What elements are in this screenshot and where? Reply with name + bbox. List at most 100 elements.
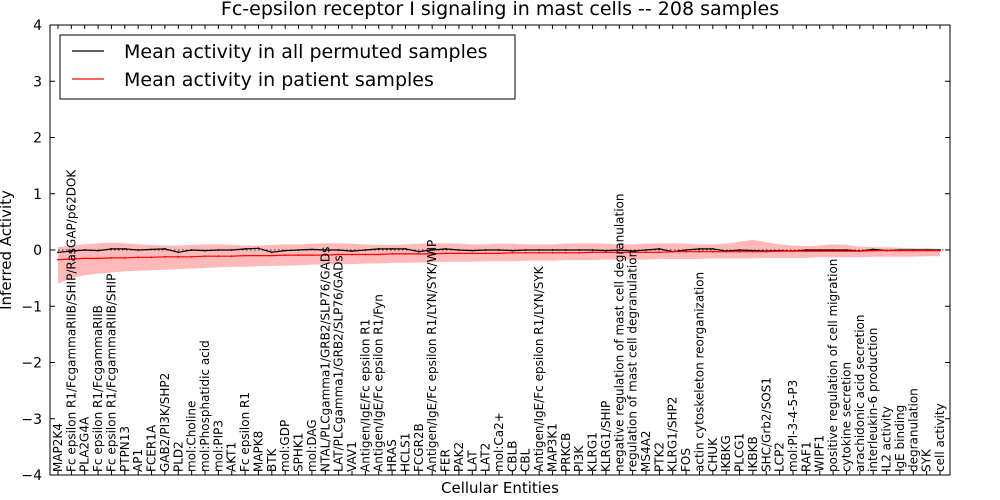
data-point-patient xyxy=(57,258,59,261)
x-category-label: Fc epsilon R1 xyxy=(238,392,252,472)
x-category-label: IKBKB xyxy=(746,436,760,472)
data-point-patient xyxy=(899,249,901,252)
x-category-label: mol:GDP xyxy=(278,420,292,472)
x-category-label: IL2 activity xyxy=(880,406,894,472)
data-point-permuted xyxy=(498,249,500,251)
data-point-patient xyxy=(431,253,434,255)
data-point-permuted xyxy=(417,250,420,253)
x-category-label: HCLS1 xyxy=(399,433,413,472)
data-point-permuted xyxy=(618,249,621,251)
x-category-label: FCER1A xyxy=(145,424,159,472)
data-point-patient xyxy=(618,251,621,254)
x-category-label: MS4A2 xyxy=(639,431,653,472)
x-category-label: IKBKG xyxy=(719,435,733,472)
x-category-label: FCGR2B xyxy=(412,423,426,472)
data-point-patient xyxy=(324,254,327,256)
x-category-label: LCP2 xyxy=(773,442,787,472)
x-category-label: VAV1 xyxy=(345,441,359,472)
x-category-label: MAP2K4 xyxy=(51,423,65,472)
data-point-permuted xyxy=(110,248,113,250)
data-point-patient xyxy=(564,251,567,254)
data-point-patient xyxy=(912,249,915,252)
x-category-label: Antigen/IgE/Fc epsilon R1/LYN/SYK/WIP xyxy=(425,240,439,472)
x-category-label: MAP3K1 xyxy=(546,423,560,472)
data-point-permuted xyxy=(123,248,126,250)
data-point-patient xyxy=(337,253,340,256)
x-category-label: GAB2/PI3K/SHP2 xyxy=(158,373,172,472)
x-category-label: degranulation xyxy=(906,388,920,472)
x-category-label: LAT2 xyxy=(479,443,493,472)
x-category-label: SHC/Grb2/SOS1 xyxy=(759,377,773,472)
data-point-permuted xyxy=(97,249,99,252)
legend-box xyxy=(59,34,516,100)
data-point-patient xyxy=(498,252,500,255)
data-point-patient xyxy=(658,251,661,254)
data-point-permuted xyxy=(698,248,701,250)
x-category-label: mol:Phosphatidic acid xyxy=(198,340,212,472)
data-point-patient xyxy=(538,251,540,254)
x-category-label: KLRG1 xyxy=(586,432,600,472)
patient-confidence-band xyxy=(58,239,940,284)
data-point-permuted xyxy=(257,247,260,250)
data-point-permuted xyxy=(244,248,247,250)
data-point-patient xyxy=(578,251,581,254)
data-point-patient xyxy=(858,250,861,253)
data-point-permuted xyxy=(564,249,567,251)
x-category-label: regulation of mast cell degranulation xyxy=(626,250,640,472)
y-tick-label: 1 xyxy=(33,187,42,203)
legend-label-patient: Mean activity in patient samples xyxy=(124,69,434,91)
data-point-patient xyxy=(645,251,647,254)
data-point-patient xyxy=(484,252,487,255)
data-point-permuted xyxy=(658,248,661,250)
data-point-patient xyxy=(818,250,821,253)
data-point-patient xyxy=(351,253,353,256)
x-category-label: cytokine secretion xyxy=(840,362,854,472)
y-tick-label: −1 xyxy=(21,299,42,315)
y-tick-label: 4 xyxy=(33,18,42,34)
data-point-patient xyxy=(110,257,113,259)
data-point-patient xyxy=(190,255,193,258)
x-category-label: Antigen/IgE/Fc epsilon R1/LYN/SYK xyxy=(532,265,546,472)
data-point-patient xyxy=(217,255,220,258)
data-point-permuted xyxy=(337,249,340,251)
data-point-permuted xyxy=(311,248,313,251)
data-point-permuted xyxy=(57,251,59,254)
data-point-patient xyxy=(845,250,848,253)
data-point-permuted xyxy=(605,249,607,252)
data-point-permuted xyxy=(217,249,220,251)
data-point-patient xyxy=(257,254,260,257)
x-category-label: IgE binding xyxy=(893,405,907,472)
data-point-patient xyxy=(591,251,594,254)
data-point-patient xyxy=(364,253,367,256)
data-point-patient xyxy=(137,256,140,259)
data-point-patient xyxy=(444,252,447,255)
x-category-label: negative regulation of mast cell degranu… xyxy=(612,193,626,472)
x-category-label: Fc epsilon R1/FcgammaRIIB xyxy=(91,305,105,472)
x-category-label: PTK2 xyxy=(652,442,666,472)
data-point-patient xyxy=(671,250,674,253)
x-category-label: FER xyxy=(439,449,453,472)
x-category-label: Antigen/IgE/Fc epsilon R1/Fyn xyxy=(372,294,386,472)
data-point-permuted xyxy=(538,249,540,251)
data-point-patient xyxy=(311,254,313,256)
data-point-permuted xyxy=(391,248,393,250)
data-point-permuted xyxy=(351,250,353,253)
x-category-label: mol:DAG xyxy=(305,419,319,472)
data-point-patient xyxy=(832,250,834,253)
x-category-label: HRAS xyxy=(385,439,399,472)
x-category-label: cell activity xyxy=(933,403,947,472)
data-point-permuted xyxy=(164,248,166,250)
data-point-permuted xyxy=(431,249,434,251)
data-point-patient xyxy=(270,254,273,257)
data-point-permuted xyxy=(738,249,741,251)
x-category-label: mol:PI-3-4-5-P3 xyxy=(786,380,800,472)
x-category-label: CHUK xyxy=(706,437,720,472)
data-point-patient xyxy=(605,251,607,254)
data-point-permuted xyxy=(137,249,140,251)
y-tick-label: 0 xyxy=(33,243,42,259)
x-category-label: FOS xyxy=(679,448,693,472)
x-category-label: AP1 xyxy=(131,449,145,472)
data-point-patient xyxy=(778,250,781,253)
x-category-label: positive regulation of cell migration xyxy=(826,259,840,472)
